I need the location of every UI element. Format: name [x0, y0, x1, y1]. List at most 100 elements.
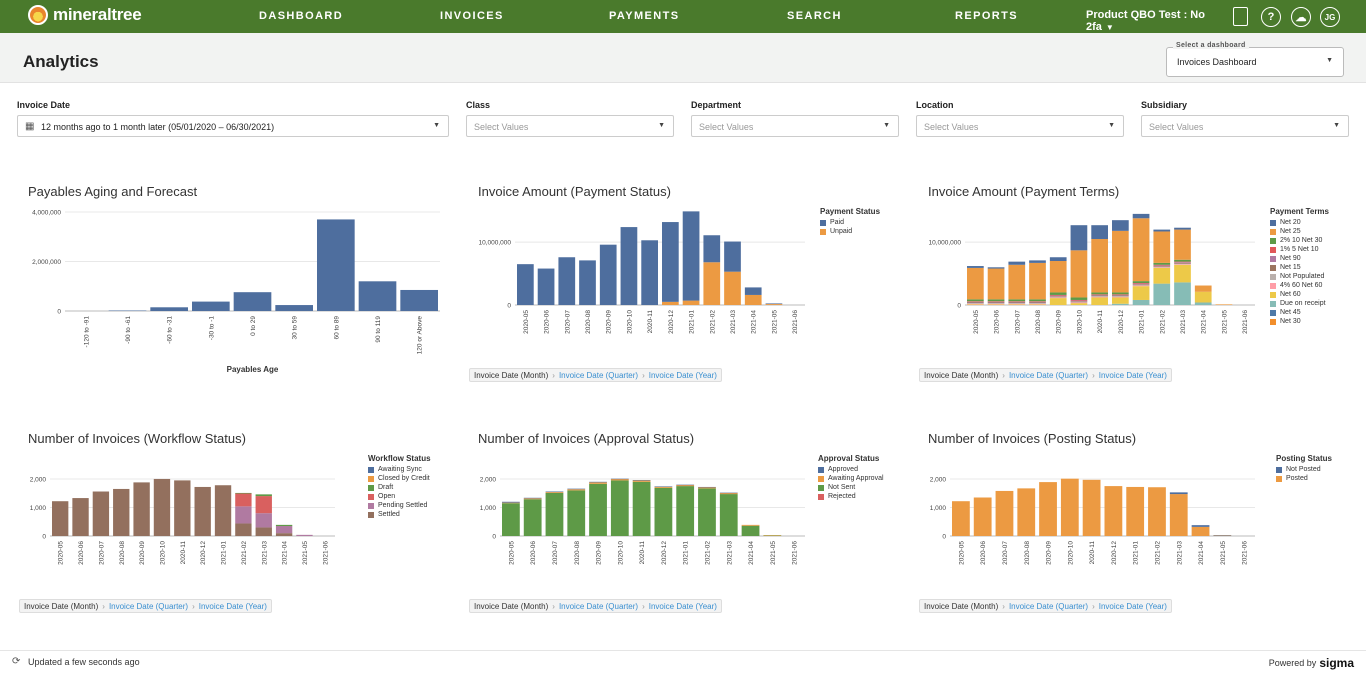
workflow-status-chart[interactable]: 2,000 1,000 0 2020-05 2020-06 2020-07 2020-08 2…	[0, 447, 360, 577]
legend-item[interactable]: Settled	[368, 510, 431, 519]
legend-item[interactable]: Awaiting Sync	[368, 465, 431, 474]
breadcrumb-year-link[interactable]: Invoice Date (Year)	[1098, 370, 1167, 380]
legend-label: Net 45	[1280, 309, 1301, 316]
x-tick-label: 2020-06	[994, 310, 1001, 334]
legend-item[interactable]: Unpaid	[820, 227, 880, 236]
dashboard-select[interactable]: Select a dashboard Invoices Dashboard ▼	[1166, 42, 1344, 77]
legend-swatch	[818, 484, 824, 491]
legend-item[interactable]: Closed by Credit	[368, 474, 431, 483]
breadcrumb-quarter-link[interactable]: Invoice Date (Quarter)	[108, 601, 189, 611]
refresh-icon[interactable]: ⟳	[12, 656, 21, 667]
location-select[interactable]: Select Values ▼	[916, 115, 1124, 137]
nav-payments[interactable]: PAYMENTS	[609, 10, 680, 22]
legend-item[interactable]: Net 45	[1270, 308, 1329, 317]
bar	[744, 294, 762, 305]
legend-label: Paid	[830, 219, 845, 226]
legend-title: Posting Status	[1276, 454, 1333, 463]
legend-item[interactable]: Net 15	[1270, 263, 1329, 272]
breadcrumb-quarter-link[interactable]: Invoice Date (Quarter)	[1008, 370, 1089, 380]
x-tick-label: 2021-01	[683, 541, 690, 565]
cloud-icon[interactable]: ☁	[1291, 7, 1311, 27]
legend-item[interactable]: Pending Settled	[368, 501, 431, 510]
x-tick-label: 2020-09	[606, 310, 613, 334]
y-tick-label: 0	[492, 534, 496, 541]
department-select[interactable]: Select Values ▼	[691, 115, 899, 137]
user-avatar[interactable]: JG	[1320, 7, 1340, 27]
nav-invoices[interactable]: INVOICES	[440, 10, 504, 22]
bar	[1070, 303, 1088, 305]
bar	[610, 478, 629, 480]
x-tick-label: 2020-11	[180, 541, 187, 565]
legend-swatch	[820, 219, 826, 226]
payment-status-chart[interactable]: 10,000,000 0 2020-05 2020-06 2020-07 2020-08 2…	[450, 200, 810, 350]
chevron-down-icon: ▼	[433, 122, 440, 129]
x-tick-label: 2021-03	[261, 541, 268, 565]
document-icon[interactable]	[1233, 7, 1248, 26]
y-tick-label: 1,000	[930, 505, 947, 512]
bar	[654, 486, 673, 488]
breadcrumb-year-link[interactable]: Invoice Date (Year)	[1098, 601, 1167, 611]
date-drill-breadcrumb: Invoice Date (Month) › Invoice Date (Quart…	[19, 599, 272, 613]
breadcrumb-current: Invoice Date (Month)	[924, 601, 999, 611]
subsidiary-select[interactable]: Select Values ▼	[1141, 115, 1349, 137]
help-icon[interactable]: ?	[1261, 7, 1281, 27]
x-tick-label: 2021-02	[241, 541, 248, 565]
legend-item[interactable]: Draft	[368, 483, 431, 492]
breadcrumb-year-link[interactable]: Invoice Date (Year)	[648, 601, 717, 611]
legend-item[interactable]: Open	[368, 492, 431, 501]
breadcrumb-quarter-link[interactable]: Invoice Date (Quarter)	[558, 601, 639, 611]
payment-terms-legend: Payment Terms Net 20 Net 25 2% 10 Net 30 1% …	[1270, 207, 1329, 326]
bar	[1091, 294, 1108, 295]
legend-label: Net 15	[1280, 264, 1301, 271]
breadcrumb-year-link[interactable]: Invoice Date (Year)	[648, 370, 717, 380]
legend-label: 1% 5 Net 10	[1280, 246, 1319, 253]
legend-item[interactable]: Posted	[1276, 474, 1332, 483]
invoice-date-select[interactable]: ▦ 12 months ago to 1 month later (05/01/…	[17, 115, 449, 137]
payment-terms-chart[interactable]: 10,000,000 0 2020-05 2020-06 2020-07 2020-08 2…	[900, 200, 1260, 350]
bar	[1049, 261, 1067, 293]
legend-item[interactable]: Net 60	[1270, 290, 1329, 299]
payables-aging-chart[interactable]: 4,000,000 2,000,000 0 -120 to -91 -90 to -61…	[0, 200, 450, 380]
breadcrumb-current: Invoice Date (Month)	[24, 601, 99, 611]
bar	[987, 268, 1005, 300]
legend-item[interactable]: Due on receipt	[1270, 299, 1329, 308]
breadcrumb-year-link[interactable]: Invoice Date (Year)	[198, 601, 267, 611]
legend-item[interactable]: Net 90	[1270, 254, 1329, 263]
legend-item[interactable]: Not Populated	[1270, 272, 1329, 281]
legend-item[interactable]: Paid	[820, 218, 880, 227]
legend-item[interactable]: Not Sent	[818, 483, 884, 492]
mineraltree-logo[interactable]: mineraltree	[28, 5, 142, 25]
approval-status-chart[interactable]: 2,000 1,000 0 2020-05 2020-06 2020-07 2020-08 2…	[450, 447, 810, 577]
legend-item[interactable]: Net 20	[1270, 218, 1329, 227]
posting-status-chart[interactable]: 2,000 1,000 0 2020-05 2020-06 2020-07 2020-08 2…	[900, 447, 1260, 577]
bar	[589, 481, 607, 483]
filter-placeholder: Select Values	[924, 122, 979, 132]
bar	[1112, 294, 1129, 295]
legend-swatch	[1270, 300, 1276, 307]
legend-item[interactable]: 1% 5 Net 10	[1270, 245, 1329, 254]
bar	[255, 513, 272, 528]
breadcrumb-quarter-link[interactable]: Invoice Date (Quarter)	[558, 370, 639, 380]
legend-item[interactable]: Approved	[818, 465, 884, 474]
chevron-right-icon: ›	[1092, 601, 1095, 611]
legend-item[interactable]: Net 25	[1270, 227, 1329, 236]
legend-item[interactable]: Net 30	[1270, 317, 1329, 326]
legend-item[interactable]: Rejected	[818, 492, 884, 501]
nav-search[interactable]: SEARCH	[787, 10, 842, 22]
x-tick-label: -90 to -61	[125, 316, 132, 344]
legend-item[interactable]: Awaiting Approval	[818, 474, 884, 483]
x-tick-label: 2020-05	[58, 541, 65, 565]
bar	[523, 497, 542, 499]
bar	[1153, 267, 1171, 284]
legend-item[interactable]: 4% 60 Net 60	[1270, 281, 1329, 290]
nav-dashboard[interactable]: DASHBOARD	[259, 10, 344, 22]
class-select[interactable]: Select Values ▼	[466, 115, 674, 137]
legend-item[interactable]: 2% 10 Net 30	[1270, 236, 1329, 245]
chevron-right-icon: ›	[192, 601, 195, 611]
breadcrumb-quarter-link[interactable]: Invoice Date (Quarter)	[1008, 601, 1089, 611]
legend-item[interactable]: Not Posted	[1276, 465, 1332, 474]
nav-reports[interactable]: REPORTS	[955, 10, 1018, 22]
bar	[1112, 297, 1129, 304]
bar	[545, 492, 564, 493]
legend-swatch	[1276, 475, 1282, 482]
